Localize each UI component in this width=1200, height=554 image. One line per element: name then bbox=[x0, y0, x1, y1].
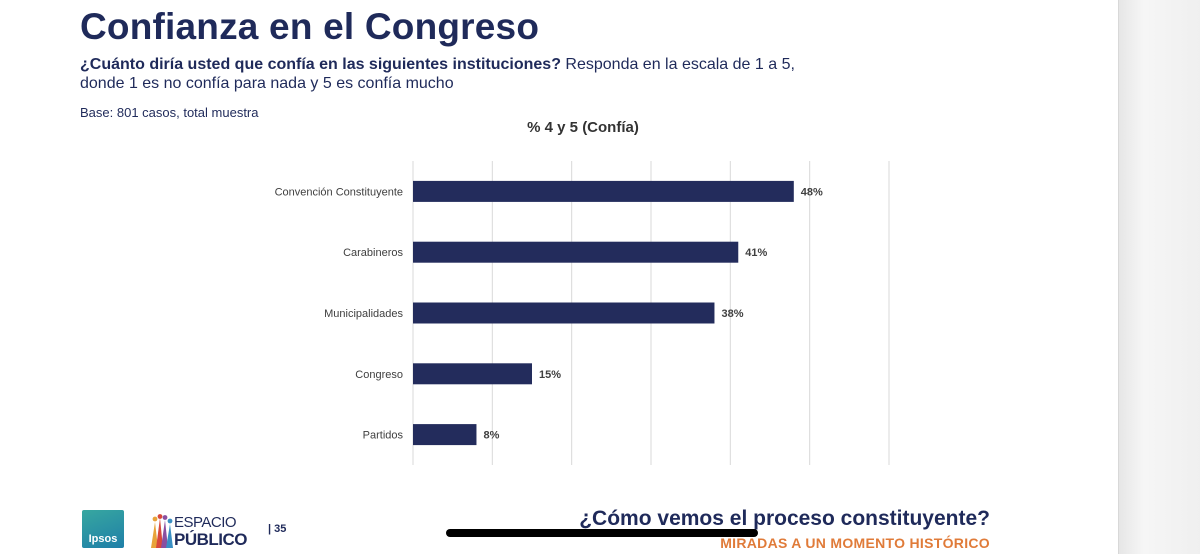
base-note: Base: 801 casos, total muestra bbox=[80, 105, 259, 120]
bar-chart: Convención Constituyente 48% Carabineros 41… bbox=[275, 161, 890, 465]
adjacent-page-edge bbox=[1118, 0, 1200, 554]
slide: Confianza en el Congreso ¿Cuánto diría u… bbox=[0, 0, 1118, 554]
footer-headline: ¿Cómo vemos el proceso constituyente? bbox=[579, 507, 990, 530]
page-number: | 35 bbox=[268, 523, 287, 535]
page-title: Confianza en el Congreso bbox=[80, 6, 540, 47]
chart-title: % 4 y 5 (Confía) bbox=[527, 119, 639, 136]
data-label: 41% bbox=[745, 247, 767, 259]
data-label: 8% bbox=[483, 430, 499, 442]
survey-question: ¿Cuánto diría usted que confía en las si… bbox=[80, 55, 840, 93]
category-label: Municipalidades bbox=[324, 308, 403, 320]
bar bbox=[413, 241, 739, 263]
espacio-logo-line2: PÚBLICO bbox=[174, 530, 248, 549]
data-label: 15% bbox=[539, 369, 561, 381]
bar bbox=[413, 363, 532, 385]
data-label: 38% bbox=[721, 308, 743, 320]
ipsos-logo: Ipsos bbox=[82, 510, 124, 548]
bar bbox=[413, 180, 794, 202]
home-indicator[interactable] bbox=[446, 529, 758, 537]
data-label: 48% bbox=[801, 186, 823, 198]
espacio-publico-logo: ESPACIO PÚBLICO bbox=[148, 512, 248, 550]
category-label: Partidos bbox=[363, 430, 404, 442]
question-rest-text: Responda en la escala de 1 a 5, donde 1 … bbox=[80, 56, 795, 92]
bar bbox=[413, 302, 715, 324]
footer-subline: MIRADAS A UN MOMENTO HISTÓRICO bbox=[720, 535, 990, 551]
espacio-publico-mark-icon bbox=[151, 514, 173, 548]
category-label: Carabineros bbox=[343, 247, 403, 259]
espacio-logo-line1: ESPACIO bbox=[174, 514, 237, 531]
ipsos-logo-text: Ipsos bbox=[88, 533, 118, 545]
category-label: Congreso bbox=[355, 369, 403, 381]
bar bbox=[413, 424, 477, 446]
category-label: Convención Constituyente bbox=[275, 186, 403, 198]
question-bold-text: ¿Cuánto diría usted que confía en las si… bbox=[80, 56, 561, 73]
